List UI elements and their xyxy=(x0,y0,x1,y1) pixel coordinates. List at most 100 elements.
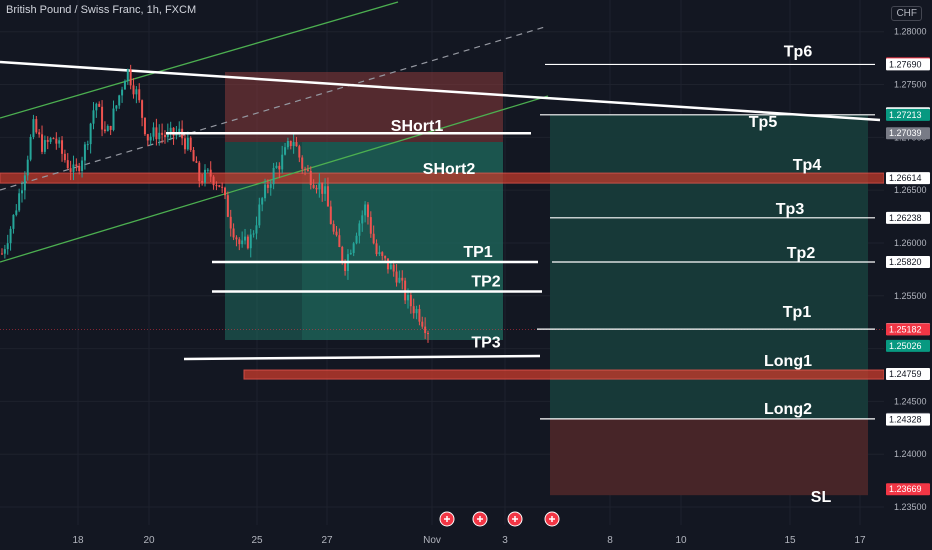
candle-body xyxy=(149,136,152,141)
candle-body xyxy=(43,140,46,152)
candle-body xyxy=(378,252,381,255)
candle-body xyxy=(244,236,247,241)
currency-badge[interactable]: CHF xyxy=(891,6,922,21)
candle-body xyxy=(92,110,95,124)
candle-body xyxy=(344,261,347,271)
candle-body xyxy=(309,170,312,186)
candle-body xyxy=(218,185,221,187)
price-label-text: 1.25820 xyxy=(889,257,922,267)
candle-body xyxy=(6,243,9,250)
time-axis-tick: 27 xyxy=(321,535,333,546)
candle-body xyxy=(315,187,318,190)
candle-body xyxy=(275,165,278,168)
price-label-text: 1.24759 xyxy=(889,369,922,379)
time-axis[interactable] xyxy=(0,525,884,550)
candle-body xyxy=(115,105,118,109)
annotation-tp1: Tp1 xyxy=(783,304,812,321)
candle-body xyxy=(366,204,369,218)
candle-body xyxy=(286,140,289,148)
candle-body xyxy=(18,193,21,211)
symbol-title: British Pound / Swiss Franc, 1h, FXCM xyxy=(6,4,197,16)
price-label-text: 1.26614 xyxy=(889,173,922,183)
candle-body xyxy=(166,132,169,138)
candle-body xyxy=(203,169,206,183)
candle-body xyxy=(304,168,307,170)
candle-body xyxy=(81,160,84,171)
long-stop-zone xyxy=(550,418,868,496)
price-label-text: 1.23669 xyxy=(889,484,922,494)
price-axis-tick: 1.26500 xyxy=(894,185,927,195)
channel-mid-line xyxy=(0,25,549,191)
candle-body xyxy=(272,167,275,185)
candle-body xyxy=(289,140,292,147)
annotation-short2: SHort2 xyxy=(423,161,476,178)
candle-body xyxy=(195,161,198,163)
price-axis-tick: 1.25500 xyxy=(894,291,927,301)
candle-body xyxy=(424,326,427,334)
candle-body xyxy=(155,127,158,140)
price-label-badge xyxy=(886,413,930,426)
candle-body xyxy=(198,162,201,182)
candle-body xyxy=(152,127,155,137)
time-axis-tick: 8 xyxy=(607,535,613,546)
candle-body xyxy=(183,138,186,150)
candle-body xyxy=(412,306,415,314)
candle-body xyxy=(78,166,81,171)
candle-body xyxy=(266,184,269,188)
candle-body xyxy=(161,132,164,135)
price-label-badge xyxy=(886,127,930,140)
candle-body xyxy=(109,125,112,130)
annotation-tp4: Tp4 xyxy=(793,157,822,174)
candle-body xyxy=(138,89,141,101)
price-label-text: 1.27039 xyxy=(889,128,922,138)
candle-body xyxy=(98,103,101,107)
candle-body xyxy=(338,235,341,248)
candle-body xyxy=(355,235,358,244)
annotation-tp3: TP3 xyxy=(471,335,500,352)
time-axis-tick: 20 xyxy=(143,535,155,546)
time-axis-tick: 25 xyxy=(251,535,263,546)
price-label-badge xyxy=(886,58,930,71)
candle-body xyxy=(215,185,218,187)
price-label-text: 1.25182 xyxy=(889,324,922,334)
candle-body xyxy=(49,138,52,142)
candle-body xyxy=(364,204,367,216)
candle-body xyxy=(32,119,35,137)
candle-body xyxy=(172,127,175,136)
price-axis[interactable] xyxy=(884,0,932,550)
candle-body xyxy=(206,169,209,171)
annotation-tp5: Tp5 xyxy=(749,114,778,131)
candle-body xyxy=(389,264,392,270)
candle-body xyxy=(1,253,3,255)
candle-body xyxy=(112,108,115,130)
price-label-badge xyxy=(886,368,930,381)
candle-body xyxy=(335,231,338,236)
time-axis-tick: 17 xyxy=(854,535,866,546)
candle-body xyxy=(126,69,129,82)
candle-body xyxy=(318,182,321,190)
candle-body xyxy=(83,144,86,161)
short-tp3-line xyxy=(183,354,541,361)
candle-body xyxy=(169,127,172,133)
candle-body xyxy=(9,228,12,244)
candle-body xyxy=(372,233,375,244)
candle-body xyxy=(201,181,204,183)
candle-body xyxy=(61,140,64,154)
candle-body xyxy=(392,264,395,272)
candle-body xyxy=(418,309,421,322)
price-axis-tick: 1.24500 xyxy=(894,396,927,406)
candle-body xyxy=(421,321,424,327)
candle-body xyxy=(232,228,235,238)
candle-body xyxy=(26,159,29,176)
annotation-tp3: Tp3 xyxy=(776,201,805,218)
annotation-tp1: TP1 xyxy=(463,244,492,261)
candle-body xyxy=(252,233,255,235)
candle-body xyxy=(301,157,304,169)
candle-body xyxy=(103,129,106,132)
candle-body xyxy=(284,147,287,155)
candle-body xyxy=(329,206,332,224)
candle-body xyxy=(406,294,409,301)
candle-body xyxy=(212,176,215,186)
candle-body xyxy=(101,106,104,130)
